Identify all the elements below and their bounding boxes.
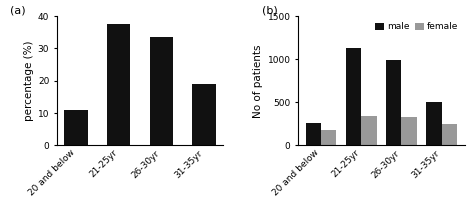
Bar bbox=[346, 48, 361, 145]
Legend: male, female: male, female bbox=[374, 21, 460, 33]
Bar bbox=[306, 123, 321, 145]
Y-axis label: No of patients: No of patients bbox=[253, 44, 264, 118]
Bar bbox=[107, 24, 130, 145]
Bar bbox=[150, 37, 173, 145]
Bar bbox=[321, 130, 336, 145]
Bar bbox=[361, 116, 376, 145]
Bar bbox=[64, 110, 88, 145]
Text: (b): (b) bbox=[262, 6, 277, 16]
Bar bbox=[427, 102, 442, 145]
Bar bbox=[442, 124, 457, 145]
Bar bbox=[401, 117, 417, 145]
Text: (a): (a) bbox=[10, 6, 26, 16]
Bar bbox=[192, 84, 216, 145]
Y-axis label: percentage (%): percentage (%) bbox=[24, 41, 34, 121]
Bar bbox=[386, 60, 401, 145]
